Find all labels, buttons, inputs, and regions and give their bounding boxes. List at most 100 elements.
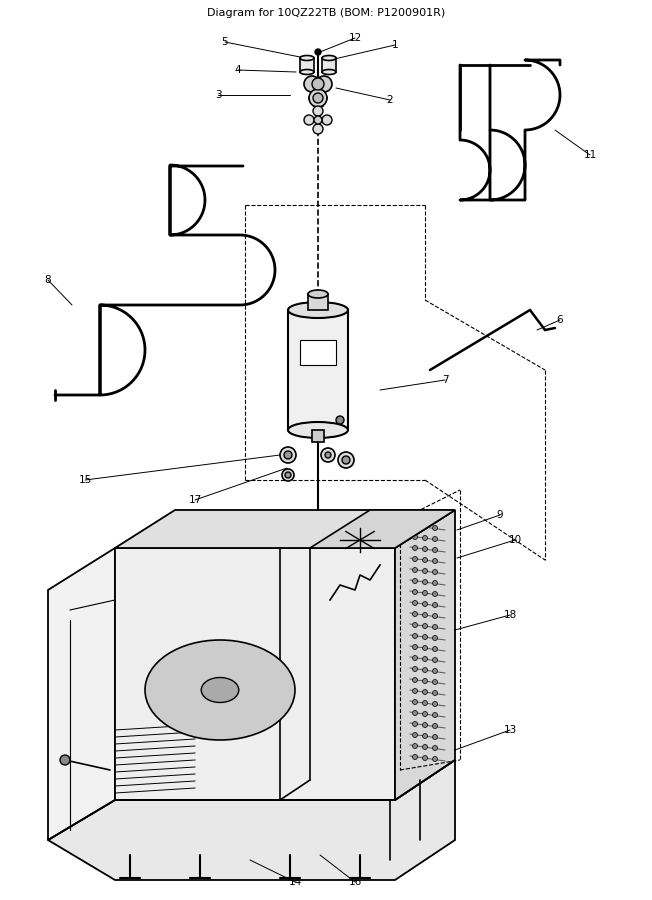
- Circle shape: [422, 536, 428, 541]
- Circle shape: [413, 678, 417, 682]
- Bar: [300, 340, 336, 365]
- Circle shape: [432, 724, 437, 728]
- Circle shape: [285, 472, 291, 478]
- Circle shape: [413, 722, 417, 726]
- Circle shape: [336, 416, 344, 424]
- Circle shape: [422, 569, 428, 573]
- Circle shape: [312, 78, 324, 90]
- Circle shape: [315, 49, 321, 55]
- Circle shape: [432, 580, 437, 586]
- Bar: [322, 58, 336, 72]
- Circle shape: [432, 526, 437, 530]
- Text: 18: 18: [503, 610, 516, 620]
- Circle shape: [313, 124, 323, 134]
- Circle shape: [413, 754, 417, 760]
- Circle shape: [422, 689, 428, 695]
- Circle shape: [432, 559, 437, 563]
- Circle shape: [432, 690, 437, 696]
- Circle shape: [413, 655, 417, 661]
- Circle shape: [422, 525, 428, 529]
- Polygon shape: [115, 510, 455, 548]
- Text: 2: 2: [387, 95, 393, 105]
- Polygon shape: [115, 548, 395, 800]
- Circle shape: [316, 76, 332, 92]
- Circle shape: [422, 624, 428, 628]
- Circle shape: [432, 602, 437, 608]
- Ellipse shape: [201, 678, 239, 703]
- Circle shape: [282, 469, 294, 481]
- Polygon shape: [48, 760, 455, 880]
- Circle shape: [432, 669, 437, 673]
- Ellipse shape: [300, 69, 314, 75]
- Circle shape: [413, 579, 417, 583]
- Circle shape: [413, 623, 417, 627]
- Circle shape: [304, 76, 320, 92]
- Circle shape: [422, 590, 428, 596]
- Circle shape: [422, 645, 428, 651]
- Circle shape: [60, 755, 70, 765]
- Text: 11: 11: [584, 150, 597, 160]
- Circle shape: [422, 734, 428, 739]
- Circle shape: [422, 723, 428, 727]
- Text: 5: 5: [222, 37, 228, 47]
- Circle shape: [422, 679, 428, 683]
- Circle shape: [432, 701, 437, 706]
- Circle shape: [342, 456, 350, 464]
- Circle shape: [413, 556, 417, 562]
- Circle shape: [432, 658, 437, 662]
- Circle shape: [432, 635, 437, 641]
- Circle shape: [422, 755, 428, 760]
- Circle shape: [422, 634, 428, 640]
- Text: Diagram for 10QZ22TB (BOM: P1200901R): Diagram for 10QZ22TB (BOM: P1200901R): [207, 8, 445, 18]
- Text: 6: 6: [557, 315, 563, 325]
- Bar: [308, 294, 328, 310]
- Circle shape: [432, 625, 437, 629]
- Text: 1: 1: [392, 40, 398, 50]
- Polygon shape: [48, 548, 115, 840]
- Circle shape: [432, 680, 437, 685]
- Ellipse shape: [322, 56, 336, 60]
- Ellipse shape: [288, 302, 348, 318]
- Circle shape: [432, 734, 437, 740]
- Circle shape: [422, 546, 428, 552]
- Circle shape: [413, 743, 417, 749]
- Circle shape: [413, 634, 417, 638]
- Ellipse shape: [145, 640, 295, 740]
- Circle shape: [314, 116, 322, 124]
- Circle shape: [413, 667, 417, 671]
- Circle shape: [432, 745, 437, 751]
- Circle shape: [313, 106, 323, 116]
- Circle shape: [413, 699, 417, 705]
- Circle shape: [413, 535, 417, 539]
- Text: 13: 13: [503, 725, 516, 735]
- Text: 9: 9: [497, 510, 503, 520]
- Circle shape: [304, 115, 314, 125]
- Circle shape: [313, 93, 323, 103]
- Circle shape: [413, 600, 417, 606]
- Circle shape: [432, 591, 437, 597]
- Circle shape: [325, 452, 331, 458]
- Circle shape: [309, 89, 327, 107]
- Text: 10: 10: [509, 535, 522, 545]
- Circle shape: [413, 568, 417, 572]
- Text: 7: 7: [441, 375, 449, 385]
- Text: 8: 8: [45, 275, 52, 285]
- Circle shape: [422, 613, 428, 617]
- Text: 17: 17: [188, 495, 201, 505]
- Circle shape: [413, 644, 417, 650]
- Bar: [300, 58, 314, 72]
- Polygon shape: [310, 510, 455, 548]
- Circle shape: [280, 447, 296, 463]
- Text: 14: 14: [288, 877, 302, 887]
- Circle shape: [413, 710, 417, 716]
- Circle shape: [422, 580, 428, 584]
- Circle shape: [432, 547, 437, 553]
- Circle shape: [422, 712, 428, 716]
- Circle shape: [413, 590, 417, 595]
- Circle shape: [432, 570, 437, 574]
- Text: 15: 15: [78, 475, 92, 485]
- Text: 12: 12: [348, 33, 362, 43]
- Circle shape: [284, 451, 292, 459]
- Circle shape: [422, 668, 428, 672]
- Ellipse shape: [322, 69, 336, 75]
